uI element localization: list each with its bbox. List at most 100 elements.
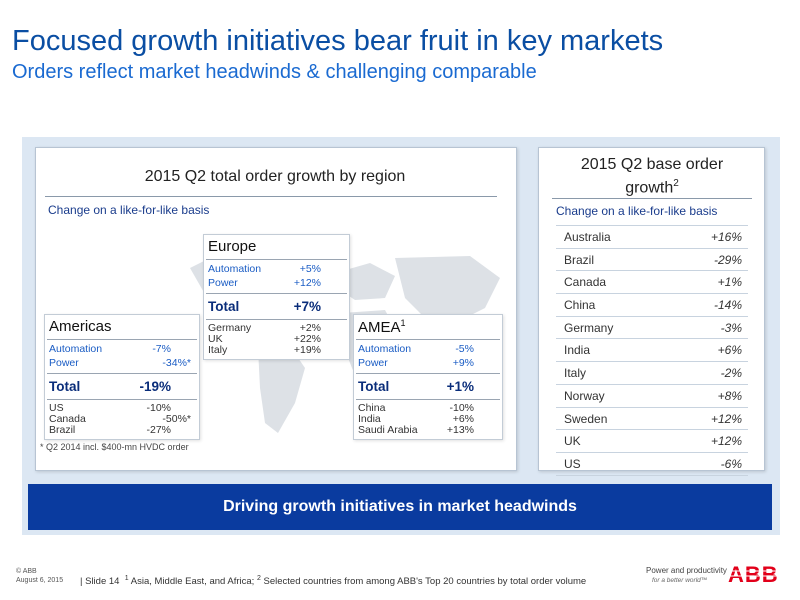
region-amea: AMEA1 Automation -5% Power +9% Total +1%… <box>353 314 503 440</box>
value-cell: +12% <box>710 411 742 426</box>
table-row: Canada +1% <box>556 270 748 293</box>
footnote-1: Asia, Middle East, and Africa; <box>130 576 255 588</box>
total-label: Total <box>49 379 81 394</box>
value-cell: -29% <box>713 252 742 267</box>
region-divider <box>206 319 347 320</box>
country-cell: Canada <box>564 275 607 290</box>
value-cell: +8% <box>717 388 742 403</box>
base-order-title-text: 2015 Q2 base order growth <box>580 156 724 197</box>
table-row: Brazil -29% <box>556 247 748 271</box>
country-row: Brazil -27% <box>45 424 199 436</box>
segment-value: -34%* <box>162 357 191 369</box>
region-divider <box>356 399 500 400</box>
segment-value: -7% <box>152 343 171 355</box>
total-value: -19% <box>139 379 171 394</box>
country-cell: China <box>564 298 596 313</box>
country-value: +13% <box>446 424 474 436</box>
table-row: Germany -3% <box>556 315 748 339</box>
country-cell: Norway <box>564 388 605 403</box>
region-americas: Americas Automation -7% Power -34%* Tota… <box>44 314 200 440</box>
region-divider <box>206 259 347 260</box>
country-row: Italy +19% <box>204 344 349 356</box>
total-value: +1% <box>446 379 474 394</box>
segment-label: Power <box>49 357 79 369</box>
value-cell: +12% <box>710 434 742 449</box>
footnote-marker: 1 <box>124 575 129 582</box>
total-label: Total <box>358 379 390 394</box>
date: August 6, 2015 <box>16 577 64 584</box>
base-order-box-title: 2015 Q2 base order growth2 <box>556 155 748 197</box>
key-message-banner: Driving growth initiatives in market hea… <box>28 484 772 530</box>
table-row: Sweden +12% <box>556 406 748 430</box>
slide-title: Focused growth initiatives bear fruit in… <box>12 25 664 57</box>
country-value: +2% <box>299 322 321 334</box>
segment-row: Power +12% <box>204 277 349 289</box>
segment-row: Power +9% <box>354 357 502 369</box>
footnote-marker: 1 <box>400 318 406 328</box>
country-row: Germany +2% <box>204 322 349 334</box>
value-cell: -2% <box>720 366 742 381</box>
table-row: Italy -2% <box>556 361 748 384</box>
country-row: Saudi Arabia +13% <box>354 424 502 436</box>
region-box-note: Change on a like-for-like basis <box>48 203 210 217</box>
country-value: +6% <box>452 413 474 425</box>
region-divider <box>356 373 500 374</box>
region-europe: Europe Automation +5% Power +12% Total +… <box>203 234 350 360</box>
country-row: Canada -50%* <box>45 413 199 425</box>
country-row: India +6% <box>354 413 502 425</box>
country-row: UK +22% <box>204 333 349 345</box>
segment-label: Power <box>208 277 238 289</box>
segment-row: Power -34%* <box>45 357 199 369</box>
country-cell: Germany <box>564 320 614 335</box>
country-label: Germany <box>208 322 252 334</box>
abb-logo: ABB <box>728 563 784 585</box>
tagline-secondary: for a better world™ <box>652 577 708 584</box>
value-cell: +6% <box>717 343 742 358</box>
tagline: Power and productivity <box>646 566 727 575</box>
region-box-divider <box>45 196 497 197</box>
country-cell: US <box>564 456 581 471</box>
value-cell: -14% <box>713 298 742 313</box>
table-row: Norway +8% <box>556 383 748 407</box>
segment-label: Power <box>358 357 388 369</box>
segment-label: Automation <box>208 263 262 275</box>
country-cell: Brazil <box>564 252 595 267</box>
total-value: +7% <box>293 299 321 314</box>
country-row: US -10% <box>45 402 199 414</box>
segment-label: Automation <box>49 343 103 355</box>
slide-number: | Slide 14 <box>80 576 120 588</box>
footnote-2: Selected countries from among ABB's Top … <box>263 576 587 588</box>
value-cell: -6% <box>720 456 742 471</box>
country-label: Italy <box>208 344 228 356</box>
total-row: Total +7% <box>204 299 349 315</box>
country-value: -10% <box>146 402 171 414</box>
table-row: UK +12% <box>556 429 748 452</box>
segment-value: +9% <box>452 357 474 369</box>
country-value: -50%* <box>162 413 191 425</box>
region-name: AMEA1 <box>358 318 406 336</box>
region-divider <box>47 399 197 400</box>
country-label: US <box>49 402 64 414</box>
value-cell: -3% <box>720 320 742 335</box>
segment-row: Automation +5% <box>204 263 349 275</box>
value-cell: +1% <box>717 275 742 290</box>
country-label: India <box>358 413 381 425</box>
segment-row: Automation -7% <box>45 343 199 355</box>
country-label: Canada <box>49 413 86 425</box>
region-divider <box>206 293 347 294</box>
footnote-marker: 2 <box>673 178 679 189</box>
copyright: © ABB <box>16 568 37 575</box>
value-cell: +16% <box>710 230 742 244</box>
segment-label: Automation <box>358 343 412 355</box>
country-label: Saudi Arabia <box>358 424 418 436</box>
base-order-growth-box <box>538 147 765 471</box>
footer-footnotes: | Slide 14 1 Asia, Middle East, and Afri… <box>80 575 586 587</box>
total-label: Total <box>208 299 240 314</box>
country-label: China <box>358 402 386 414</box>
footnote-marker: 2 <box>256 575 261 582</box>
country-label: Brazil <box>49 424 76 436</box>
base-order-table: Australia +16% Brazil -29% Canada +1% China… <box>556 225 748 476</box>
segment-row: Automation -5% <box>354 343 502 355</box>
region-divider <box>47 339 197 340</box>
country-value: +22% <box>293 333 321 345</box>
